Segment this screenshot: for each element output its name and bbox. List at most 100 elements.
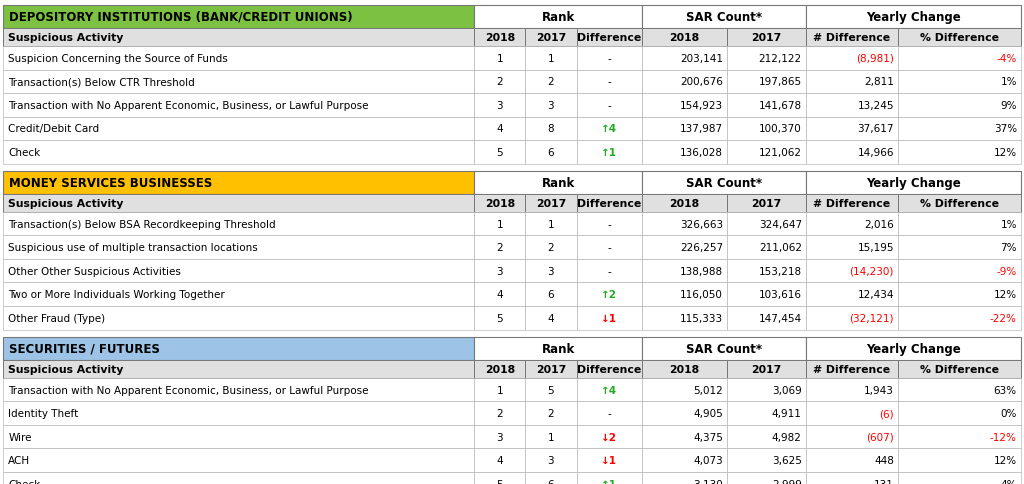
Bar [727, 236, 806, 259]
Bar [642, 259, 727, 283]
Bar [898, 306, 1021, 330]
Text: 3: 3 [497, 266, 503, 276]
Bar [3, 118, 474, 141]
Bar [3, 94, 474, 118]
Text: 2017: 2017 [752, 198, 781, 209]
Text: 2017: 2017 [752, 364, 781, 374]
Bar [898, 141, 1021, 164]
Text: -12%: -12% [990, 432, 1017, 442]
Bar [474, 378, 525, 401]
Bar [806, 171, 1021, 194]
Text: Yearly Change: Yearly Change [866, 342, 961, 355]
Text: 2018: 2018 [484, 198, 515, 209]
Text: 131: 131 [874, 479, 894, 484]
Bar [525, 236, 577, 259]
Text: 4: 4 [497, 455, 503, 465]
Text: Wire: Wire [8, 432, 32, 442]
Text: 4,911: 4,911 [772, 408, 802, 418]
Bar [577, 47, 642, 71]
Text: Two or More Individuals Working Together: Two or More Individuals Working Together [8, 289, 225, 300]
Bar [806, 29, 898, 47]
Bar [577, 118, 642, 141]
Bar [577, 236, 642, 259]
Bar [3, 171, 474, 194]
Bar [3, 47, 474, 71]
Text: -4%: -4% [996, 54, 1017, 64]
Bar [3, 236, 474, 259]
Bar [3, 259, 474, 283]
Bar [898, 259, 1021, 283]
Bar [3, 378, 474, 401]
Bar [577, 94, 642, 118]
Text: Suspicious Activity: Suspicious Activity [8, 364, 124, 374]
Text: 6: 6 [548, 479, 554, 484]
Bar [577, 259, 642, 283]
Bar [642, 472, 727, 484]
Text: 3: 3 [548, 101, 554, 111]
Bar [642, 71, 727, 94]
Bar [727, 448, 806, 472]
Text: 3: 3 [548, 266, 554, 276]
Text: Transaction with No Apparent Economic, Business, or Lawful Purpose: Transaction with No Apparent Economic, B… [8, 101, 369, 111]
Text: 1: 1 [548, 219, 554, 229]
Bar [727, 47, 806, 71]
Bar [898, 94, 1021, 118]
Text: 3,130: 3,130 [693, 479, 723, 484]
Bar [525, 71, 577, 94]
Text: ↑4: ↑4 [601, 124, 617, 134]
Bar [727, 378, 806, 401]
Bar [577, 378, 642, 401]
Bar [642, 29, 727, 47]
Text: 103,616: 103,616 [759, 289, 802, 300]
Text: 2: 2 [548, 242, 554, 253]
Text: 4%: 4% [1000, 479, 1017, 484]
Bar [806, 259, 898, 283]
Bar [577, 425, 642, 448]
Bar [642, 118, 727, 141]
Bar [474, 283, 525, 306]
Bar [474, 306, 525, 330]
Bar [727, 472, 806, 484]
Bar [642, 360, 727, 378]
Bar [474, 6, 642, 29]
Text: Difference: Difference [578, 364, 641, 374]
Text: ↓1: ↓1 [601, 455, 617, 465]
Bar [525, 47, 577, 71]
Text: 2018: 2018 [484, 33, 515, 43]
Text: DEPOSITORY INSTITUTIONS (BANK/CREDIT UNIONS): DEPOSITORY INSTITUTIONS (BANK/CREDIT UNI… [9, 11, 353, 24]
Bar [727, 306, 806, 330]
Text: ↑1: ↑1 [601, 148, 617, 158]
Text: 3,625: 3,625 [772, 455, 802, 465]
Bar [806, 6, 1021, 29]
Bar [806, 283, 898, 306]
Text: Rank: Rank [542, 11, 574, 24]
Text: 2017: 2017 [752, 33, 781, 43]
Bar [577, 283, 642, 306]
Text: Other Other Suspicious Activities: Other Other Suspicious Activities [8, 266, 181, 276]
Text: % Difference: % Difference [920, 364, 999, 374]
Text: 116,050: 116,050 [680, 289, 723, 300]
Bar [3, 448, 474, 472]
Bar [727, 401, 806, 425]
Bar [727, 425, 806, 448]
Bar [577, 194, 642, 212]
Bar [642, 448, 727, 472]
Bar [898, 71, 1021, 94]
Text: 12,434: 12,434 [857, 289, 894, 300]
Bar [642, 141, 727, 164]
Bar [727, 212, 806, 236]
Text: 4,375: 4,375 [693, 432, 723, 442]
Bar [525, 29, 577, 47]
Bar [525, 472, 577, 484]
Bar [642, 425, 727, 448]
Text: -: - [607, 242, 611, 253]
Bar [3, 212, 474, 236]
Bar [898, 360, 1021, 378]
Bar [642, 401, 727, 425]
Bar [642, 171, 806, 194]
Bar [3, 306, 474, 330]
Text: 2: 2 [497, 242, 503, 253]
Text: % Difference: % Difference [920, 198, 999, 209]
Bar [806, 306, 898, 330]
Text: Suspicious Activity: Suspicious Activity [8, 33, 124, 43]
